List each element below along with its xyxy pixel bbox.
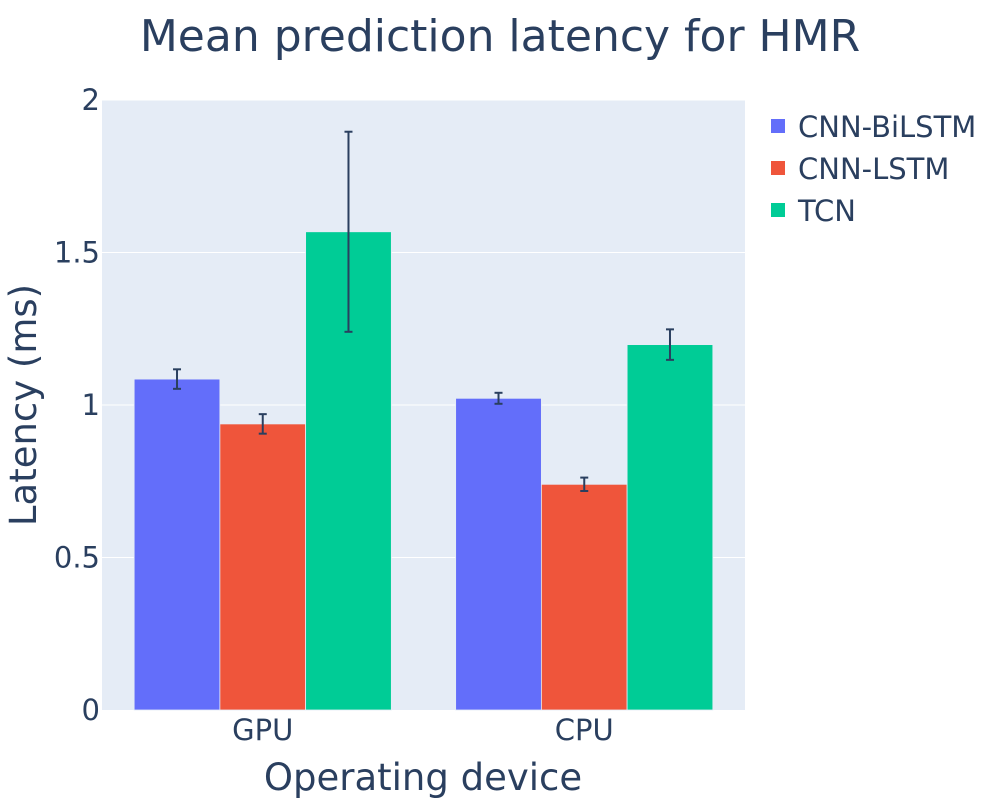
x-tick-label: GPU (232, 713, 293, 747)
x-tick-labels: GPU CPU (232, 713, 614, 747)
bar-cnn-lstm-gpu (219, 423, 307, 711)
y-tick-label: 0 (82, 693, 100, 727)
error-bar (665, 328, 674, 361)
error-bar (344, 130, 353, 333)
legend-swatch (771, 119, 785, 133)
legend-item[interactable]: CNN-BiLSTM (771, 110, 976, 144)
y-tick-label: 2 (82, 83, 100, 117)
legend-swatch (771, 161, 785, 175)
y-axis-title: Latency (ms) (2, 284, 45, 526)
y-tick-label: 1.5 (54, 236, 100, 270)
bar-cnn-bilstm-cpu (455, 397, 542, 711)
error-bar (173, 368, 182, 390)
legend-swatch (771, 203, 785, 217)
legend: CNN-BiLSTM CNN-LSTM TCN (771, 110, 976, 228)
legend-label: CNN-BiLSTM (798, 110, 976, 144)
bar-cnn-lstm-cpu (540, 483, 628, 711)
x-axis-title: Operating device (264, 756, 582, 799)
legend-label: CNN-LSTM (798, 152, 949, 186)
error-bar (258, 413, 267, 435)
y-tick-label: 0.5 (54, 541, 100, 575)
y-tick-labels: 0 0.5 1 1.5 2 (54, 83, 100, 727)
legend-label: TCN (797, 194, 856, 228)
chart-title: Mean prediction latency for HMR (140, 11, 860, 62)
legend-item[interactable]: TCN (771, 194, 856, 228)
legend-item[interactable]: CNN-LSTM (771, 152, 949, 186)
bar-cnn-bilstm-gpu (133, 378, 221, 711)
error-bar-layer (173, 130, 674, 493)
bar-tcn-cpu (626, 344, 714, 711)
y-tick-label: 1 (82, 388, 100, 422)
bar-layer (133, 231, 714, 711)
error-bar (494, 391, 503, 405)
error-bar (580, 476, 589, 493)
x-tick-label: CPU (555, 713, 614, 747)
